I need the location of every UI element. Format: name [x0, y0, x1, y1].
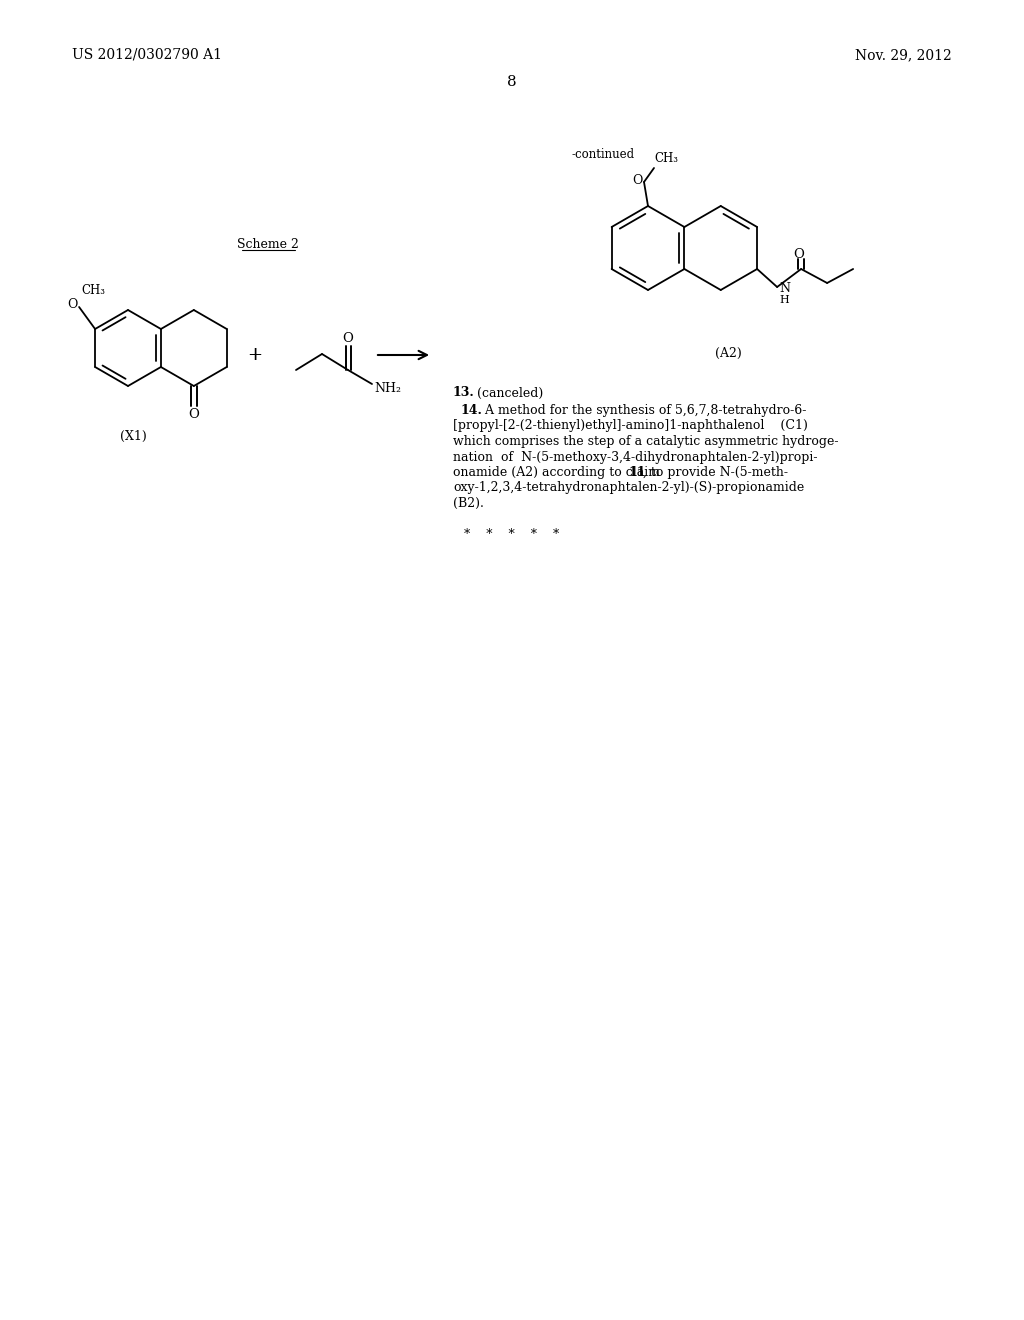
Text: oxy-1,2,3,4-tetrahydronaphtalen-2-yl)-(S)-propionamide: oxy-1,2,3,4-tetrahydronaphtalen-2-yl)-(S… [453, 482, 804, 495]
Text: NH₂: NH₂ [374, 383, 401, 396]
Text: O: O [632, 173, 642, 186]
Text: H: H [779, 294, 788, 305]
Text: O: O [188, 408, 200, 421]
Text: Nov. 29, 2012: Nov. 29, 2012 [855, 48, 952, 62]
Text: US 2012/0302790 A1: US 2012/0302790 A1 [72, 48, 222, 62]
Text: 11: 11 [629, 466, 646, 479]
Text: [propyl-[2-(2-thienyl)ethyl]-amino]1-naphthalenol    (C1): [propyl-[2-(2-thienyl)ethyl]-amino]1-nap… [453, 420, 808, 433]
Text: 13.: 13. [453, 387, 475, 400]
Text: +: + [248, 346, 262, 364]
Text: A method for the synthesis of 5,6,7,8-tetrahydro-6-: A method for the synthesis of 5,6,7,8-te… [481, 404, 806, 417]
Text: +: + [248, 346, 262, 364]
Text: CH₃: CH₃ [654, 152, 678, 165]
Text: N: N [779, 282, 791, 296]
Text: -continued: -continued [572, 149, 635, 161]
Text: O: O [343, 331, 353, 345]
Text: (B2).: (B2). [453, 498, 484, 510]
Text: (canceled): (canceled) [473, 387, 544, 400]
Text: (X1): (X1) [120, 429, 146, 442]
Text: Scheme 2: Scheme 2 [238, 239, 299, 252]
Text: , to provide N-(5-meth-: , to provide N-(5-meth- [643, 466, 788, 479]
Text: 8: 8 [507, 75, 517, 88]
Text: O: O [794, 248, 805, 261]
Text: 14.: 14. [460, 404, 482, 417]
Text: *    *    *    *    *: * * * * * [464, 528, 560, 541]
Text: (A2): (A2) [716, 346, 742, 359]
Text: O: O [67, 297, 77, 310]
Text: which comprises the step of a catalytic asymmetric hydroge-: which comprises the step of a catalytic … [453, 436, 839, 447]
Text: nation  of  N-(5-methoxy-3,4-dihydronaphtalen-2-yl)propi-: nation of N-(5-methoxy-3,4-dihydronaphta… [453, 450, 817, 463]
Text: onamide (A2) according to claim: onamide (A2) according to claim [453, 466, 664, 479]
Text: CH₃: CH₃ [81, 285, 105, 297]
